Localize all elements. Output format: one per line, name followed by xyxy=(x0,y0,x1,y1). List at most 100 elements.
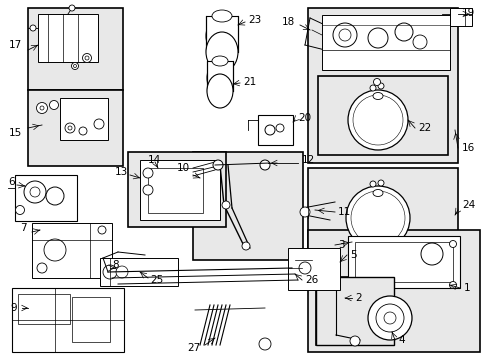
Text: 8: 8 xyxy=(112,260,119,270)
Circle shape xyxy=(299,207,309,217)
Text: 23: 23 xyxy=(247,15,261,25)
Bar xyxy=(72,297,110,342)
Bar xyxy=(100,258,178,286)
Ellipse shape xyxy=(205,16,238,56)
Circle shape xyxy=(350,191,404,245)
Circle shape xyxy=(142,185,153,195)
Bar xyxy=(28,8,123,90)
Ellipse shape xyxy=(372,189,382,197)
Ellipse shape xyxy=(206,74,232,108)
Bar xyxy=(307,8,457,163)
Circle shape xyxy=(65,123,75,133)
Bar xyxy=(12,288,124,352)
Circle shape xyxy=(49,100,59,109)
Circle shape xyxy=(16,206,24,215)
Ellipse shape xyxy=(212,10,231,22)
Text: 26: 26 xyxy=(305,275,318,285)
Ellipse shape xyxy=(372,93,382,99)
Bar xyxy=(347,236,459,288)
Circle shape xyxy=(46,187,64,205)
Text: 10: 10 xyxy=(177,163,190,173)
Bar xyxy=(38,14,98,62)
Circle shape xyxy=(69,5,75,11)
Text: 20: 20 xyxy=(297,113,310,123)
Circle shape xyxy=(346,186,409,250)
Bar xyxy=(60,98,108,140)
Text: 3: 3 xyxy=(337,240,344,250)
Text: 16: 16 xyxy=(461,143,474,153)
Circle shape xyxy=(369,181,375,187)
Text: 4: 4 xyxy=(397,335,404,345)
Bar xyxy=(307,230,479,352)
Text: 13: 13 xyxy=(115,167,128,177)
Circle shape xyxy=(375,304,403,332)
Circle shape xyxy=(82,54,91,63)
Circle shape xyxy=(142,168,153,178)
Circle shape xyxy=(377,180,383,186)
Text: 27: 27 xyxy=(186,343,200,353)
Bar xyxy=(315,277,393,345)
Circle shape xyxy=(94,119,104,129)
Circle shape xyxy=(448,282,456,288)
Text: 12: 12 xyxy=(302,155,315,165)
Circle shape xyxy=(347,90,407,150)
Text: 17: 17 xyxy=(9,40,22,50)
Text: 11: 11 xyxy=(337,207,350,217)
Circle shape xyxy=(367,296,411,340)
Circle shape xyxy=(98,226,106,234)
Circle shape xyxy=(349,336,359,346)
Bar xyxy=(206,61,232,91)
Circle shape xyxy=(420,243,442,265)
Text: 14: 14 xyxy=(148,155,161,165)
Circle shape xyxy=(68,126,72,130)
Text: 19: 19 xyxy=(461,8,474,18)
Circle shape xyxy=(298,262,310,274)
Bar xyxy=(317,76,447,155)
Text: 15: 15 xyxy=(9,128,22,138)
Circle shape xyxy=(259,338,270,350)
Text: 25: 25 xyxy=(150,275,163,285)
Circle shape xyxy=(275,124,284,132)
Circle shape xyxy=(71,63,79,69)
Circle shape xyxy=(85,56,89,60)
Circle shape xyxy=(338,295,342,299)
Circle shape xyxy=(40,106,44,110)
Ellipse shape xyxy=(206,61,232,95)
Circle shape xyxy=(24,181,46,203)
Text: 9: 9 xyxy=(10,303,17,313)
Bar xyxy=(354,242,452,282)
Text: 22: 22 xyxy=(417,123,430,133)
Circle shape xyxy=(37,103,47,113)
Bar xyxy=(140,160,220,220)
Bar xyxy=(193,152,303,260)
Circle shape xyxy=(30,25,36,31)
Circle shape xyxy=(332,23,356,47)
Circle shape xyxy=(367,28,387,48)
Circle shape xyxy=(116,266,128,278)
Circle shape xyxy=(335,292,346,302)
Text: 6: 6 xyxy=(8,177,15,187)
Bar xyxy=(307,168,457,266)
Circle shape xyxy=(79,127,87,135)
Bar xyxy=(28,90,123,166)
Circle shape xyxy=(37,263,47,273)
Bar xyxy=(148,168,203,213)
Circle shape xyxy=(30,187,40,197)
Circle shape xyxy=(44,239,66,261)
Circle shape xyxy=(103,265,117,279)
Circle shape xyxy=(213,160,223,170)
Circle shape xyxy=(222,201,229,209)
Text: 18: 18 xyxy=(281,17,294,27)
Bar xyxy=(128,152,225,227)
Bar xyxy=(287,248,339,290)
Circle shape xyxy=(264,125,274,135)
Text: 7: 7 xyxy=(20,223,26,233)
Bar xyxy=(321,15,449,70)
Text: 1: 1 xyxy=(463,283,469,293)
Bar xyxy=(205,16,238,52)
Ellipse shape xyxy=(205,32,238,72)
Circle shape xyxy=(383,312,395,324)
Circle shape xyxy=(373,78,380,86)
Circle shape xyxy=(377,83,383,89)
Ellipse shape xyxy=(212,56,227,66)
